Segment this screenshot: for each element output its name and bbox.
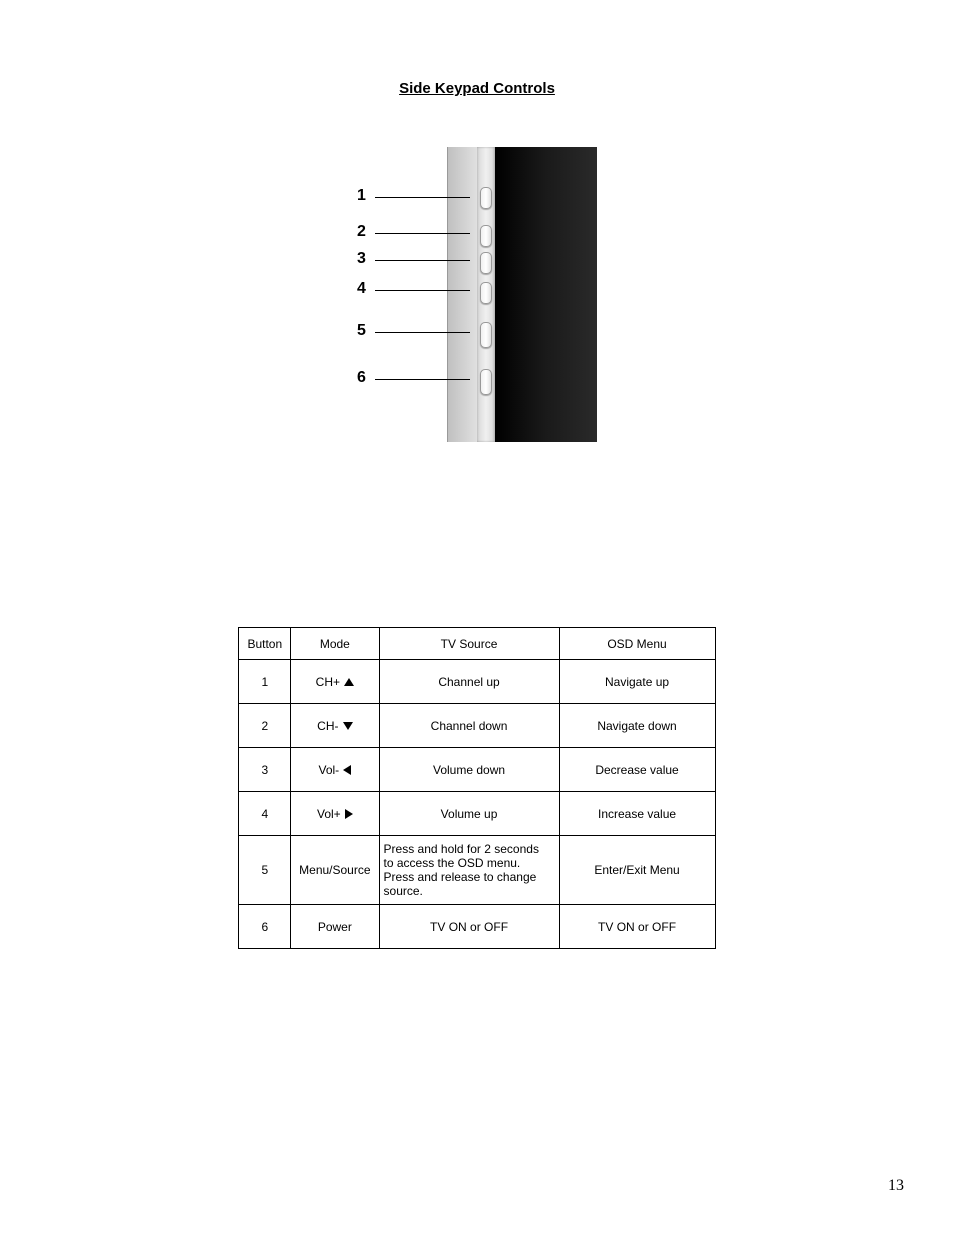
diagram-label-1: 1 <box>357 187 366 205</box>
table-header-row: Button Mode TV Source OSD Menu <box>239 628 715 660</box>
table-row: 3 Vol- Volume downDecrease value <box>239 748 715 792</box>
tv-body-black <box>495 147 597 442</box>
cell-osd-menu: Enter/Exit Menu <box>559 836 715 905</box>
cell-tv-source: Channel up <box>379 660 559 704</box>
tv-bezel-gray <box>447 147 477 442</box>
page-title: Side Keypad Controls <box>0 0 954 137</box>
diagram-leader-line <box>375 233 470 234</box>
physical-button-6 <box>480 369 492 395</box>
cell-button-number: 6 <box>239 905 291 949</box>
diagram-leader-line <box>375 332 470 333</box>
table-row: 1 CH+ Channel upNavigate up <box>239 660 715 704</box>
cell-tv-source: TV ON or OFF <box>379 905 559 949</box>
table-row: 5 Menu/Source Press and hold for 2 seconds… <box>239 836 715 905</box>
physical-button-4 <box>480 282 492 304</box>
diagram-leader-line <box>375 379 470 380</box>
cell-osd-menu: Decrease value <box>559 748 715 792</box>
cell-mode: CH+ <box>291 660 379 704</box>
physical-button-5 <box>480 322 492 348</box>
tv-button-strip <box>477 147 495 442</box>
cell-button-number: 4 <box>239 792 291 836</box>
mode-label-text: Power <box>318 920 352 934</box>
header-button: Button <box>239 628 291 660</box>
cell-mode: CH- <box>291 704 379 748</box>
tv-side-view <box>447 147 597 442</box>
cell-tv-source: Volume down <box>379 748 559 792</box>
cell-button-number: 3 <box>239 748 291 792</box>
cell-tv-source: Channel down <box>379 704 559 748</box>
cell-mode: Menu/Source <box>291 836 379 905</box>
page-number: 13 <box>888 1177 904 1195</box>
cell-button-number: 5 <box>239 836 291 905</box>
cell-osd-menu: Navigate up <box>559 660 715 704</box>
diagram-leader-line <box>375 260 470 261</box>
header-mode: Mode <box>291 628 379 660</box>
cell-mode: Power <box>291 905 379 949</box>
mode-label-text: Vol+ <box>317 807 341 821</box>
cell-osd-menu: Navigate down <box>559 704 715 748</box>
cell-osd-menu: TV ON or OFF <box>559 905 715 949</box>
header-tv-source: TV Source <box>379 628 559 660</box>
keypad-diagram: 1 2 3 4 5 6 <box>357 147 597 447</box>
cell-button-number: 2 <box>239 704 291 748</box>
diagram-area: 1 2 3 4 5 6 <box>0 147 954 447</box>
mode-label-text: CH+ <box>316 675 340 689</box>
physical-button-3 <box>480 252 492 274</box>
arrow-left-icon <box>343 765 351 775</box>
diagram-label-2: 2 <box>357 223 366 241</box>
cell-osd-menu: Increase value <box>559 792 715 836</box>
cell-tv-source: Press and hold for 2 seconds to access t… <box>379 836 559 905</box>
table-row: 4 Vol+ Volume upIncrease value <box>239 792 715 836</box>
header-osd-menu: OSD Menu <box>559 628 715 660</box>
arrow-up-icon <box>344 678 354 686</box>
cell-mode: Vol- <box>291 748 379 792</box>
controls-table: Button Mode TV Source OSD Menu 1 CH+ Chann… <box>238 627 715 949</box>
physical-button-1 <box>480 187 492 209</box>
cell-mode: Vol+ <box>291 792 379 836</box>
arrow-right-icon <box>345 809 353 819</box>
table-row: 2 CH- Channel downNavigate down <box>239 704 715 748</box>
controls-table-wrap: Button Mode TV Source OSD Menu 1 CH+ Chann… <box>0 627 954 949</box>
diagram-label-5: 5 <box>357 322 366 340</box>
cell-button-number: 1 <box>239 660 291 704</box>
arrow-down-icon <box>343 722 353 730</box>
diagram-leader-line <box>375 290 470 291</box>
physical-button-2 <box>480 225 492 247</box>
table-row: 6 Power TV ON or OFFTV ON or OFF <box>239 905 715 949</box>
mode-label-text: Vol- <box>319 763 340 777</box>
diagram-leader-line <box>375 197 470 198</box>
cell-tv-source: Volume up <box>379 792 559 836</box>
mode-label-text: CH- <box>317 719 338 733</box>
diagram-label-3: 3 <box>357 250 366 268</box>
diagram-label-4: 4 <box>357 280 366 298</box>
mode-label-text: Menu/Source <box>299 863 370 877</box>
diagram-label-6: 6 <box>357 369 366 387</box>
